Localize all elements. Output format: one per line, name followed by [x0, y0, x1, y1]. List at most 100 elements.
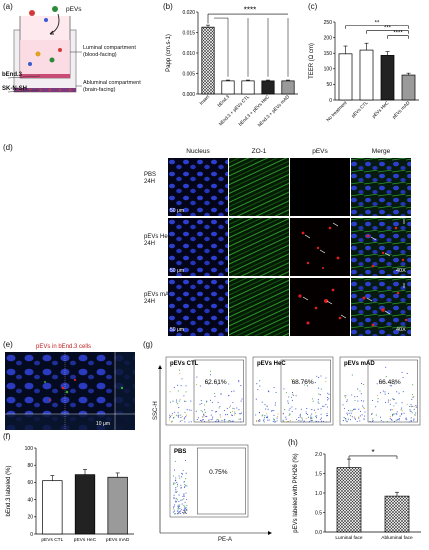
row-pbs-l2: 24H	[144, 179, 156, 185]
flow-dot	[181, 499, 183, 501]
bar	[401, 74, 416, 101]
flow-dots	[342, 366, 417, 423]
y-tick-label: 0	[30, 532, 33, 538]
flow-dot	[364, 411, 366, 413]
flow-dot	[238, 418, 240, 420]
flow-dot	[183, 498, 185, 500]
flow-dot	[285, 416, 287, 418]
flow-dot	[288, 409, 290, 411]
flow-plot-label: pEVs HeC	[257, 361, 286, 367]
flow-dot	[344, 395, 346, 397]
flow-dot	[175, 414, 177, 416]
flow-dot	[177, 504, 179, 506]
flow-dot	[379, 416, 382, 418]
flow-dot	[282, 421, 284, 423]
flow-dot	[220, 393, 222, 395]
flow-dot	[232, 401, 234, 404]
flow-dot	[183, 505, 185, 507]
bar	[281, 80, 295, 95]
flow-dot	[199, 403, 201, 405]
flow-dot	[306, 408, 308, 410]
flow-dot	[346, 412, 348, 414]
flow-dot	[320, 388, 322, 390]
y-axis-label: bEnd.3 labeled (%)	[6, 465, 12, 516]
flow-dot	[180, 484, 182, 486]
flow-dot	[411, 412, 413, 414]
flow-dot	[216, 419, 218, 421]
flow-dot	[395, 402, 397, 404]
flow-dot	[179, 398, 181, 400]
flow-dot	[190, 421, 192, 423]
flow-dot	[203, 413, 205, 415]
flow-dot	[175, 500, 177, 502]
flow-dot	[346, 421, 348, 423]
flow-dot	[185, 472, 187, 474]
flow-dot	[229, 405, 231, 407]
y-tick-label: 0.020	[182, 10, 195, 16]
flow-dot	[364, 408, 366, 410]
arrow-head-icon	[268, 531, 272, 535]
flow-dot	[218, 420, 220, 423]
flow-dot	[177, 513, 179, 515]
flow-dot	[313, 409, 315, 411]
flow-dot	[175, 399, 178, 401]
flow-dot	[328, 398, 330, 400]
flow-dot	[345, 419, 347, 421]
bar	[359, 49, 374, 101]
flow-dot	[409, 409, 411, 411]
flow-gate	[367, 359, 418, 423]
flow-dot	[264, 415, 266, 417]
flow-dot	[180, 416, 182, 419]
flow-dot	[299, 413, 301, 415]
flow-dot	[289, 407, 291, 409]
flow-dot	[358, 408, 360, 410]
flow-dot	[322, 405, 324, 407]
flow-dot	[346, 399, 348, 401]
flow-dot	[202, 419, 204, 421]
category-label: pEVs HeC	[371, 100, 390, 119]
flow-dot	[322, 420, 325, 422]
flow-dot	[326, 412, 328, 415]
flow-dot	[291, 399, 293, 401]
flow-dot	[288, 414, 290, 416]
flow-dot	[410, 417, 412, 419]
flow-dot	[387, 401, 389, 403]
flow-dot	[361, 414, 363, 416]
luminal-label: Luminal compartment (blood-facing)	[83, 45, 136, 59]
flow-dot	[414, 414, 416, 416]
flow-dot	[173, 506, 175, 508]
arrow-head-icon	[158, 365, 162, 369]
flow-dot	[375, 414, 377, 416]
flow-dot	[307, 413, 309, 416]
flow-dot	[401, 413, 403, 416]
flow-dot	[219, 416, 222, 418]
flow-dot	[183, 494, 185, 496]
flow-dot	[258, 412, 261, 414]
flow-dot	[277, 415, 279, 418]
flow-dot	[290, 378, 292, 381]
flow-dot	[325, 421, 327, 423]
flow-dot	[363, 407, 365, 409]
panel-b-label: (b)	[163, 2, 173, 11]
category-label: pEVs CTL	[41, 537, 63, 543]
flow-dot	[211, 410, 213, 412]
y-tick-label: 0.010	[182, 51, 195, 57]
flow-dot	[326, 399, 329, 401]
flow-dot	[231, 410, 234, 412]
flow-dot	[183, 486, 186, 489]
category-label: Abluminal face	[381, 535, 413, 541]
scale-bar-row2: 50 μm	[170, 268, 184, 274]
bar	[74, 474, 96, 535]
flow-xlabel: PE-A	[218, 537, 233, 543]
flow-dot	[358, 417, 360, 419]
flow-dot	[178, 416, 180, 418]
category-label: bEnd.3	[216, 94, 230, 108]
flow-dot	[272, 420, 274, 422]
flow-dot	[208, 419, 210, 421]
flow-dot	[177, 412, 179, 414]
flow-dot	[299, 415, 301, 417]
flow-dot	[238, 381, 240, 383]
y-axis-label: pEVs labeled with PKH26 (%)	[293, 453, 299, 532]
y-tick-label: 50	[326, 82, 332, 88]
flow-dot	[343, 407, 345, 409]
